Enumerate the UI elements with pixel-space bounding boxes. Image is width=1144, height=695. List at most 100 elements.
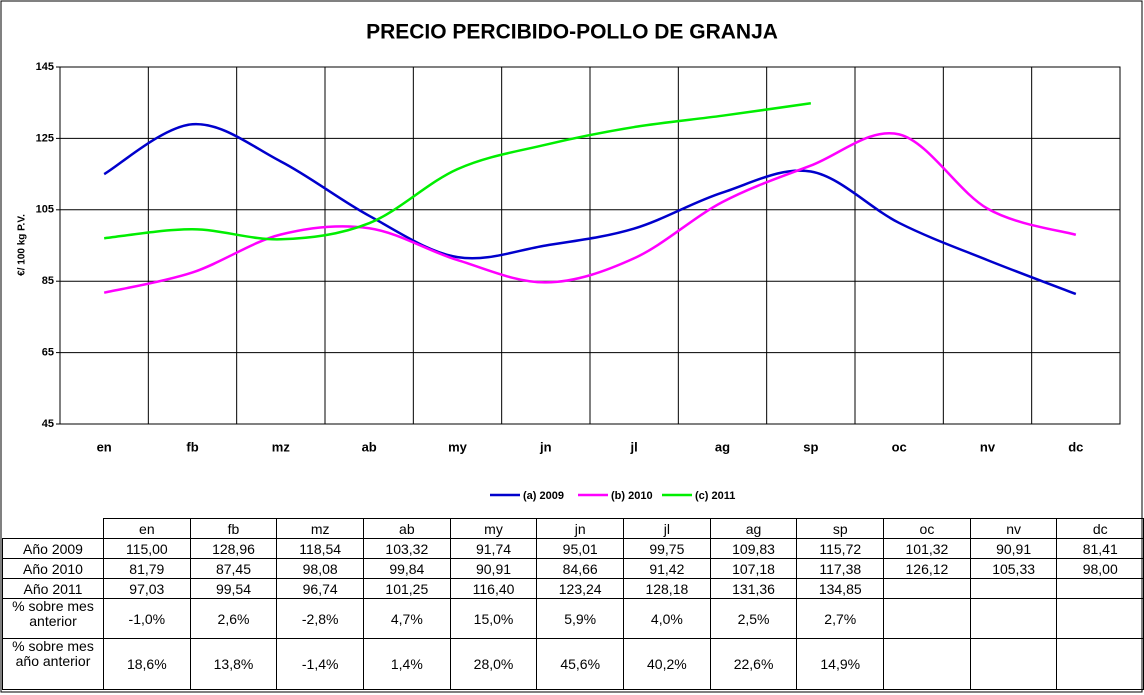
table-row-label: % sobre mes anterior (2, 598, 104, 639)
table-cell: 115,72 (796, 538, 885, 559)
table-cell (1056, 598, 1144, 639)
y-tick-label: 85 (42, 275, 54, 287)
table-cell: 99,75 (623, 538, 711, 559)
table-cell: 4,0% (623, 598, 711, 639)
table-cell: 4,7% (363, 598, 451, 639)
series-line (103, 132, 1077, 294)
table-cell: 2,7% (796, 598, 885, 639)
table-cell: 134,85 (796, 578, 885, 599)
table-cell: 131,36 (709, 578, 798, 599)
x-tick-label: fb (186, 439, 198, 454)
table-cell: 98,08 (276, 558, 364, 579)
table-header-row: en fb mz ab my jn jl ag sp oc nv dc (2, 518, 1144, 539)
table-row: Año 2011 97,03 99,54 96,74 101,25 116,40 123,2… (2, 578, 1144, 599)
table-cell (969, 598, 1058, 639)
table-header-cell: en (103, 518, 191, 539)
y-tick-label: 65 (42, 347, 54, 359)
table-cell (883, 598, 971, 639)
table-cell: 116,40 (449, 578, 538, 599)
table-row: % sobre mes año anterior 18,6% 13,8% -1,4% 1… (2, 638, 1144, 690)
x-tick-label: ag (715, 439, 730, 454)
table-cell: 99,84 (363, 558, 451, 579)
table-cell: -1,0% (103, 598, 191, 639)
y-tick-label: 125 (36, 132, 54, 144)
row-label-text: % sobre mes anterior (12, 598, 94, 629)
table-header-cell: my (449, 518, 538, 539)
table-cell: -1,4% (276, 638, 364, 690)
y-tick-label: 45 (42, 418, 54, 430)
table-cell: 115,00 (103, 538, 191, 559)
legend-label: (c) 2011 (695, 490, 735, 502)
table-header-cell: ab (363, 518, 451, 539)
table-cell (883, 578, 971, 599)
legend-label: (b) 2010 (611, 490, 653, 502)
series-line (104, 101, 812, 241)
x-tick-label: jl (630, 439, 638, 454)
y-tick-label: 145 (36, 61, 54, 73)
table-cell: 2,5% (709, 598, 798, 639)
x-tick-label: en (97, 439, 112, 454)
table-cell: 118,54 (276, 538, 364, 559)
data-table: en fb mz ab my jn jl ag sp oc nv dc Año 2009 115,00 12… (2, 518, 1144, 690)
table-cell: 22,6% (709, 638, 798, 690)
x-tick-label: mz (272, 439, 291, 454)
table-cell: 90,91 (969, 538, 1058, 559)
table-cell: 1,4% (363, 638, 451, 690)
chart-title: PRECIO PERCIBIDO-POLLO DE GRANJA (366, 21, 778, 44)
table-cell: 117,38 (796, 558, 885, 579)
x-tick-label: nv (980, 439, 996, 454)
series-line (103, 123, 1077, 296)
table-header-cell: fb (189, 518, 278, 539)
x-tick-label: dc (1068, 439, 1083, 454)
y-axis-label: €/ 100 kg P.V. (17, 214, 28, 276)
table-cell: 40,2% (623, 638, 711, 690)
table-row: Año 2009 115,00 128,96 118,54 103,32 91,74 95,… (2, 538, 1144, 559)
table-cell (969, 638, 1058, 690)
table-cell: 90,91 (449, 558, 538, 579)
table-row: Año 2010 81,79 87,45 98,08 99,84 90,91 84,66 91… (2, 558, 1144, 579)
table-cell (883, 638, 971, 690)
table-header-cell: nv (969, 518, 1058, 539)
table-cell: 99,54 (189, 578, 278, 599)
table-cell (969, 578, 1058, 599)
table-header-cell: ag (709, 518, 798, 539)
table-cell: 128,96 (189, 538, 278, 559)
table-header-cell: sp (796, 518, 885, 539)
table-cell: -2,8% (276, 598, 364, 639)
table-cell: 101,32 (883, 538, 971, 559)
x-tick-label: sp (803, 439, 818, 454)
table-row-label: % sobre mes año anterior (2, 638, 104, 690)
table-cell: 95,01 (536, 538, 625, 559)
table-row-label: Año 2011 (2, 578, 104, 599)
x-tick-label: jn (539, 439, 552, 454)
table-header-cell: dc (1056, 518, 1144, 539)
table-cell: 126,12 (883, 558, 971, 579)
table-cell: 45,6% (536, 638, 625, 690)
table-cell: 98,00 (1056, 558, 1144, 579)
x-tick-label: oc (892, 439, 907, 454)
table-cell: 81,79 (103, 558, 191, 579)
table-cell: 91,42 (623, 558, 711, 579)
table-cell (1056, 578, 1144, 599)
legend-label: (a) 2009 (523, 490, 564, 502)
table-cell: 13,8% (189, 638, 278, 690)
table-row: % sobre mes anterior -1,0% 2,6% -2,8% 4,7% 15… (2, 598, 1144, 639)
x-tick-label: ab (362, 439, 377, 454)
table-cell: 96,74 (276, 578, 364, 599)
x-tick-label: my (448, 439, 468, 454)
table-corner (2, 518, 104, 539)
table-row-label: Año 2009 (2, 538, 104, 559)
y-tick-label: 105 (36, 204, 54, 216)
table-cell: 2,6% (189, 598, 278, 639)
table-cell: 91,74 (449, 538, 538, 559)
table-cell: 123,24 (536, 578, 625, 599)
row-label-text: % sobre mes año anterior (12, 638, 94, 669)
table-header-cell: jn (536, 518, 625, 539)
table-header-cell: mz (276, 518, 364, 539)
table-cell: 97,03 (103, 578, 191, 599)
table-cell: 5,9% (536, 598, 625, 639)
table-cell: 103,32 (363, 538, 451, 559)
